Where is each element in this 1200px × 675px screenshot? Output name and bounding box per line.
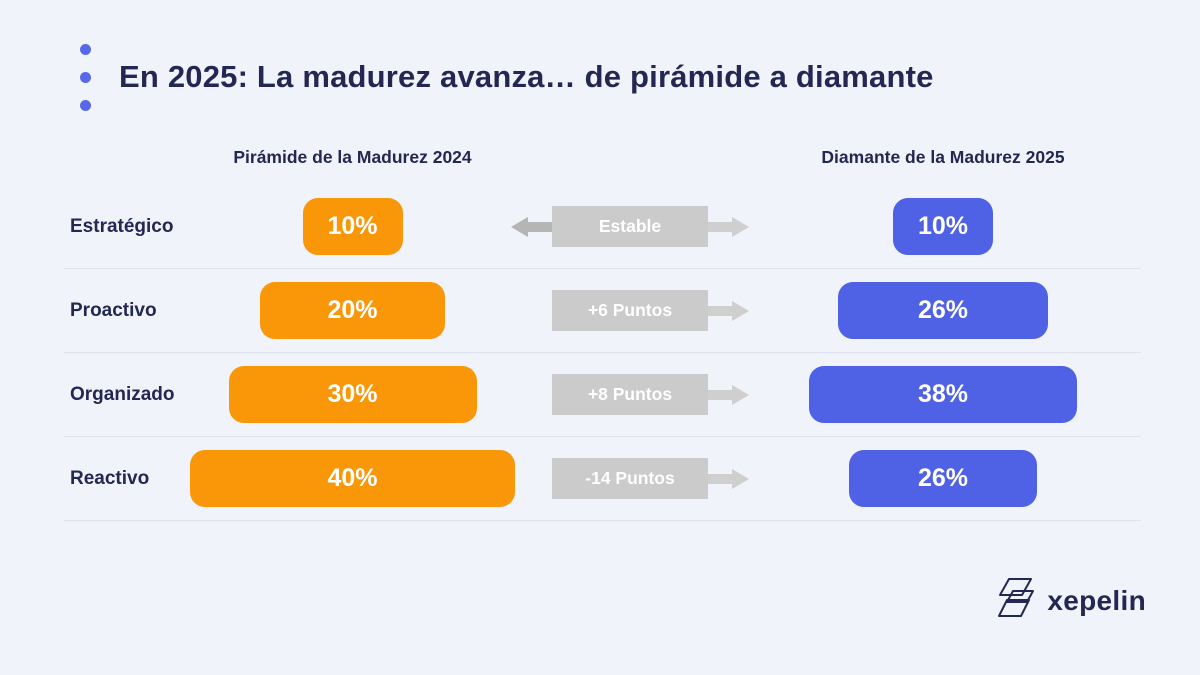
- arrow-head: [511, 216, 528, 237]
- accent-dot: [80, 44, 91, 55]
- row-label: Proactivo: [70, 299, 157, 321]
- arrow-head: [732, 468, 749, 489]
- pyramid-bar-cell: 20%: [190, 269, 515, 352]
- diamond-bar-cell: 10%: [745, 185, 1141, 268]
- diamond-bar: 26%: [838, 282, 1048, 339]
- delta-cell: +6 Puntos: [515, 269, 749, 352]
- delta-box: +8 Puntos: [552, 374, 708, 415]
- pyramid-column-header: Pirámide de la Madurez 2024: [233, 147, 472, 167]
- arrow-shaft: [707, 221, 732, 232]
- diamond-bar: 10%: [893, 198, 993, 255]
- delta-cell: -14 Puntos: [515, 437, 749, 520]
- pyramid-bar: 40%: [190, 450, 515, 507]
- maturity-rows: Estratégico 10% Estable 10% Proactivo 20% +6 P…: [64, 185, 1141, 521]
- row-label: Reactivo: [70, 467, 150, 489]
- pyramid-bar: 30%: [228, 366, 477, 423]
- page-title: En 2025: La madurez avanza… de pirámide …: [119, 58, 934, 94]
- diamond-bar-cell: 26%: [745, 269, 1141, 352]
- xepelin-logo-icon: [997, 577, 1037, 624]
- xepelin-logo-text: xepelin: [1047, 584, 1146, 616]
- delta-cell: Estable: [511, 185, 749, 268]
- pyramid-bar-cell: 30%: [190, 353, 515, 436]
- arrow-head: [732, 216, 749, 237]
- pyramid-bar-cell: 10%: [190, 185, 515, 268]
- pyramid-bar-cell: 40%: [190, 437, 515, 520]
- row-label: Organizado: [70, 383, 175, 405]
- arrow-shaft: [707, 473, 732, 484]
- arrow-right-icon: [707, 468, 749, 489]
- arrow-right-icon: [707, 300, 749, 321]
- arrow-head: [732, 384, 749, 405]
- arrow-shaft: [707, 305, 732, 316]
- maturity-row: Estratégico 10% Estable 10%: [64, 185, 1141, 269]
- page-header: En 2025: La madurez avanza… de pirámide …: [0, 0, 1200, 111]
- arrow-head: [732, 300, 749, 321]
- accent-dots: [80, 44, 91, 111]
- diamond-bar-cell: 26%: [745, 437, 1141, 520]
- footer: xepelin: [0, 577, 1146, 624]
- arrow-shaft: [707, 389, 732, 400]
- delta-box: Estable: [552, 206, 708, 247]
- diamond-bar: 26%: [849, 450, 1037, 507]
- row-label: Estratégico: [70, 215, 174, 237]
- accent-dot: [80, 100, 91, 111]
- delta-box: +6 Puntos: [552, 290, 708, 331]
- diamond-column-header: Diamante de la Madurez 2025: [821, 147, 1065, 167]
- accent-dot: [80, 72, 91, 83]
- maturity-row: Reactivo 40% -14 Puntos 26%: [64, 437, 1141, 521]
- arrow-shaft: [528, 221, 553, 232]
- delta-cell: +8 Puntos: [515, 353, 749, 436]
- maturity-row: Organizado 30% +8 Puntos 38%: [64, 353, 1141, 437]
- maturity-row: Proactivo 20% +6 Puntos 26%: [64, 269, 1141, 353]
- diamond-bar: 38%: [809, 366, 1077, 423]
- column-headers: Pirámide de la Madurez 2024 Diamante de …: [64, 147, 1141, 168]
- arrow-right-icon: [707, 216, 749, 237]
- arrow-left-icon: [511, 216, 553, 237]
- pyramid-bar: 10%: [302, 198, 403, 255]
- pyramid-bar: 20%: [260, 282, 445, 339]
- diamond-bar-cell: 38%: [745, 353, 1141, 436]
- arrow-right-icon: [707, 384, 749, 405]
- delta-box: -14 Puntos: [552, 458, 708, 499]
